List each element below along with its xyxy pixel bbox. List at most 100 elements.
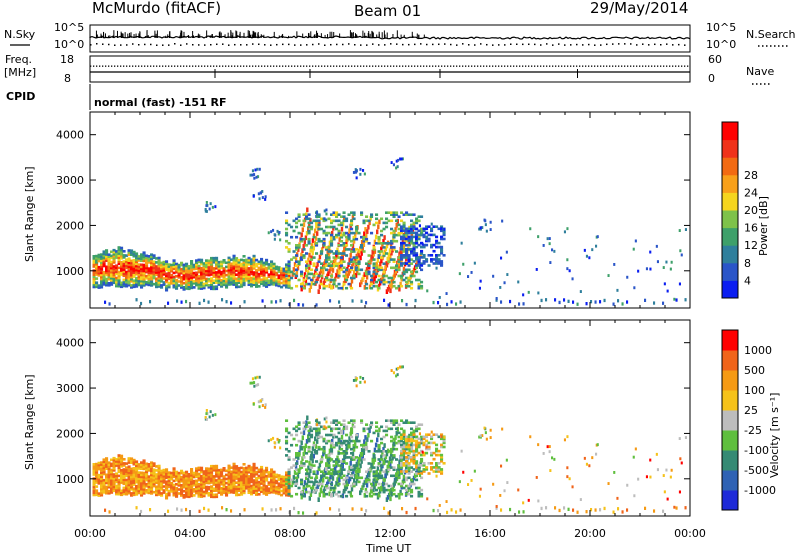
power-cell [202,268,206,271]
station-title: McMurdo (fitACF) [92,0,221,17]
power-cell [160,275,164,279]
nave-point [342,65,344,67]
velocity-cell [380,437,384,441]
power-cell [102,258,106,262]
power-cell [200,277,204,280]
power-cell [232,258,236,262]
velocity-cell [205,473,209,476]
power-cell [260,262,264,265]
velocity-cell [100,479,104,483]
power-cell [252,277,256,280]
nsearch-point [588,43,590,46]
nsearch-point [528,43,530,46]
velocity-cell [385,425,389,429]
velocity-cell [217,491,221,494]
power-cell [287,265,291,269]
velocity-cell [127,489,131,493]
velocity-cell [396,469,400,475]
power-cell [302,219,306,223]
power-cell [167,267,171,270]
nave-point [234,65,236,67]
velocity-cell [225,485,229,489]
power-cell [132,259,136,262]
power-cell [518,302,521,306]
power-cell [175,270,179,274]
power-cell [412,213,416,216]
power-cell [314,236,318,241]
power-cell [679,249,682,253]
velocity-cell [217,487,221,490]
velocity-cell [407,472,411,475]
power-cell [430,227,434,231]
velocity-cell [235,471,239,474]
velocity-cell [410,435,414,439]
velocity-cell [372,470,376,473]
power-cell [352,211,356,214]
velocity-cell [440,443,444,447]
power-cell [422,254,426,257]
velocity-cell [311,446,315,451]
velocity-cell [316,470,319,475]
power-cell [175,287,179,290]
power-cell [595,244,598,248]
power-cell [310,272,314,276]
velocity-cell [260,478,264,481]
nave-point [240,65,242,67]
velocity-cell [105,481,109,485]
velocity-cell [187,479,191,482]
power-cell [425,227,429,231]
velocity-cell [250,476,254,480]
power-cell [237,265,241,268]
power-cell [312,282,316,286]
power-cell [360,211,364,214]
velocity-cell [420,494,424,498]
power-cell [400,250,403,256]
power-cell [230,272,234,276]
power-cell [230,270,234,274]
power-cell [392,235,396,239]
power-cell [267,267,271,270]
velocity-cell [420,476,424,480]
velocity-cell [152,490,156,494]
nave-point [642,65,644,67]
velocity-cell [365,490,369,494]
power-cell [613,263,616,266]
power-cell [125,260,129,263]
velocity-cell [249,381,252,385]
nave-point [438,65,440,67]
velocity-cell [130,467,134,471]
velocity-cell [332,427,336,431]
power-cell [340,286,344,290]
velocity-cell [122,488,126,492]
velocity-cell [117,466,121,469]
velocity-cell [260,488,264,491]
power-cell [325,260,329,263]
velocity-cell [102,485,106,488]
velocity-cell [316,439,319,444]
power-cell [305,274,309,278]
velocity-cell [230,484,234,488]
power-cell [395,239,399,243]
nave-point [486,65,488,67]
velocity-cell [282,479,286,483]
power-cell [415,278,419,282]
velocity-cell [117,478,121,482]
power-cell [350,260,354,263]
velocity-cell [265,468,269,472]
velocity-cell [400,455,404,459]
velocity-cell [302,486,306,490]
velocity-cell [175,470,179,474]
nave-point [627,65,629,67]
velocity-cell [362,377,365,380]
power-cell [407,237,411,241]
velocity-cell [162,489,166,492]
power-cell [230,301,233,305]
power-cell [470,271,473,274]
velocity-cell [100,485,104,489]
power-cell [380,242,384,245]
power-cell [347,213,351,216]
power-cell [145,266,149,270]
velocity-cell [337,431,341,435]
power-cell [422,262,426,265]
power-cell [247,271,251,274]
